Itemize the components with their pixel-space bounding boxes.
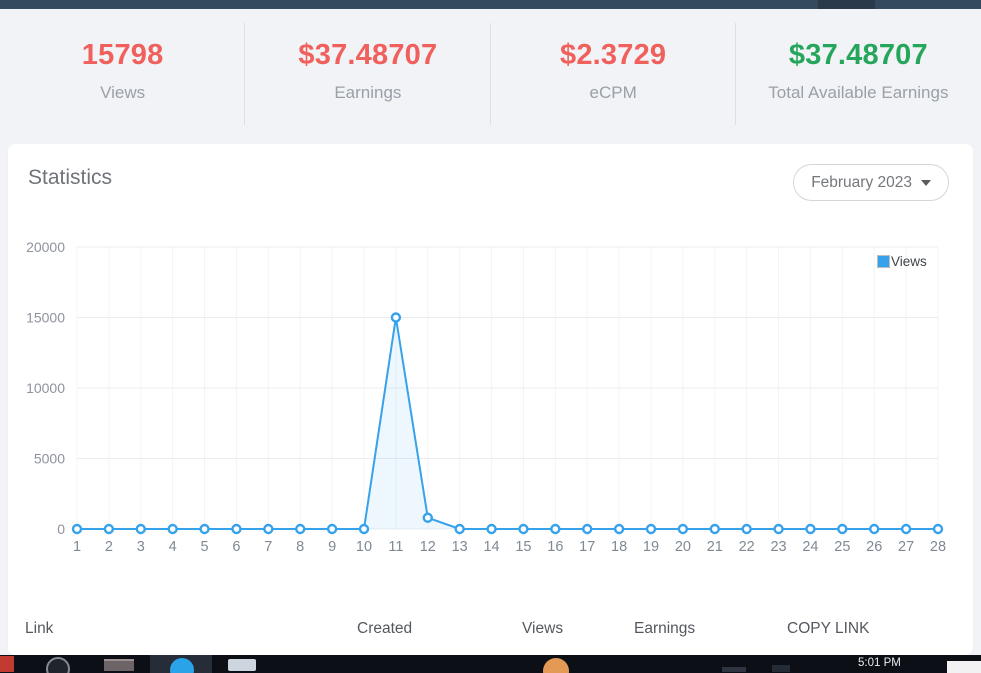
stat-views: 15798 Views: [0, 9, 246, 143]
orange-circle-icon[interactable]: [543, 658, 569, 673]
circular-app-icon[interactable]: [46, 657, 70, 673]
svg-text:6: 6: [232, 539, 240, 555]
svg-text:11: 11: [388, 539, 403, 555]
red-app-icon[interactable]: [0, 656, 14, 672]
window-app-icon[interactable]: [104, 659, 134, 671]
svg-text:15000: 15000: [26, 310, 65, 326]
svg-text:24: 24: [802, 539, 818, 555]
svg-text:16: 16: [547, 539, 563, 555]
stat-earnings: $37.48707 Earnings: [245, 9, 491, 143]
svg-text:5000: 5000: [34, 451, 65, 467]
windows-taskbar: 5:01 PM: [0, 655, 981, 673]
stat-earnings-label: Earnings: [334, 83, 402, 102]
stat-views-label: Views: [100, 83, 146, 102]
column-header-views: Views: [522, 620, 564, 637]
month-selector-dropdown[interactable]: February 2023: [793, 164, 949, 201]
svg-text:23: 23: [770, 539, 786, 555]
taskbar-clock[interactable]: 5:01 PM: [858, 657, 901, 669]
svg-text:20: 20: [675, 539, 691, 555]
svg-text:1: 1: [73, 539, 81, 555]
legend-views-swatch-icon: [877, 255, 890, 268]
svg-text:10: 10: [356, 539, 372, 555]
column-header-earnings: Earnings: [634, 620, 696, 637]
stat-ecpm: $2.3729 eCPM: [491, 9, 737, 143]
month-selector-label: February 2023: [811, 173, 912, 191]
svg-text:7: 7: [264, 539, 272, 555]
column-header-copy-link: COPY LINK: [787, 620, 870, 637]
svg-text:19: 19: [643, 539, 659, 555]
folder-icon[interactable]: [228, 659, 256, 671]
stat-total-available-earnings: $37.48707 Total Available Earnings: [736, 9, 981, 143]
tray-icon[interactable]: [722, 667, 746, 672]
svg-text:9: 9: [328, 539, 336, 555]
column-header-created: Created: [357, 620, 413, 637]
stat-total-available-earnings-label: Total Available Earnings: [768, 83, 949, 102]
topbar-texture: [818, 0, 875, 9]
show-desktop-button[interactable]: [947, 661, 981, 673]
views-chart-area: 0 5000 10000 15000 20000 1 2 3 4 5 6 7 8 9 10 11 12 13 14 1…: [8, 239, 973, 570]
svg-text:14: 14: [483, 539, 499, 555]
stat-ecpm-value: $2.3729: [560, 39, 667, 71]
stats-summary-row: 15798 Views $37.48707 Earnings $2.3729 e…: [0, 9, 981, 143]
chevron-down-icon: [921, 179, 931, 186]
svg-text:0: 0: [57, 521, 65, 537]
stat-total-available-earnings-value: $37.48707: [788, 39, 928, 71]
svg-text:21: 21: [707, 539, 723, 555]
svg-text:15: 15: [515, 539, 531, 555]
svg-text:26: 26: [866, 539, 882, 555]
legend-views-label: Views: [891, 254, 927, 269]
blue-circle-app-icon[interactable]: [170, 658, 194, 673]
svg-text:13: 13: [452, 539, 468, 555]
svg-text:17: 17: [579, 539, 595, 555]
top-navigation-bar: [0, 0, 981, 9]
statistics-card: Statistics February 2023 0 5000 10000 15000…: [8, 144, 973, 655]
svg-text:28: 28: [930, 539, 946, 555]
svg-text:10000: 10000: [26, 380, 65, 396]
stat-earnings-value: $37.48707: [298, 39, 438, 71]
svg-text:20000: 20000: [26, 240, 65, 255]
column-header-link: Link: [25, 620, 54, 637]
card-title: Statistics: [28, 166, 113, 189]
chart-legend[interactable]: Views: [877, 254, 927, 269]
svg-text:27: 27: [898, 539, 914, 555]
svg-text:25: 25: [834, 539, 850, 555]
svg-text:18: 18: [611, 539, 627, 555]
svg-text:22: 22: [739, 539, 755, 555]
svg-text:5: 5: [201, 539, 209, 555]
stat-ecpm-label: eCPM: [589, 83, 637, 102]
svg-text:4: 4: [169, 539, 177, 555]
svg-text:12: 12: [420, 539, 436, 555]
stat-views-value: 15798: [81, 39, 164, 71]
svg-text:3: 3: [137, 539, 145, 555]
svg-text:2: 2: [105, 539, 113, 555]
links-table-header: Link Created Views Earnings COPY LINK: [8, 614, 973, 646]
tray-icon[interactable]: [772, 665, 790, 672]
active-app-slot[interactable]: [150, 655, 212, 673]
svg-text:8: 8: [296, 539, 304, 555]
